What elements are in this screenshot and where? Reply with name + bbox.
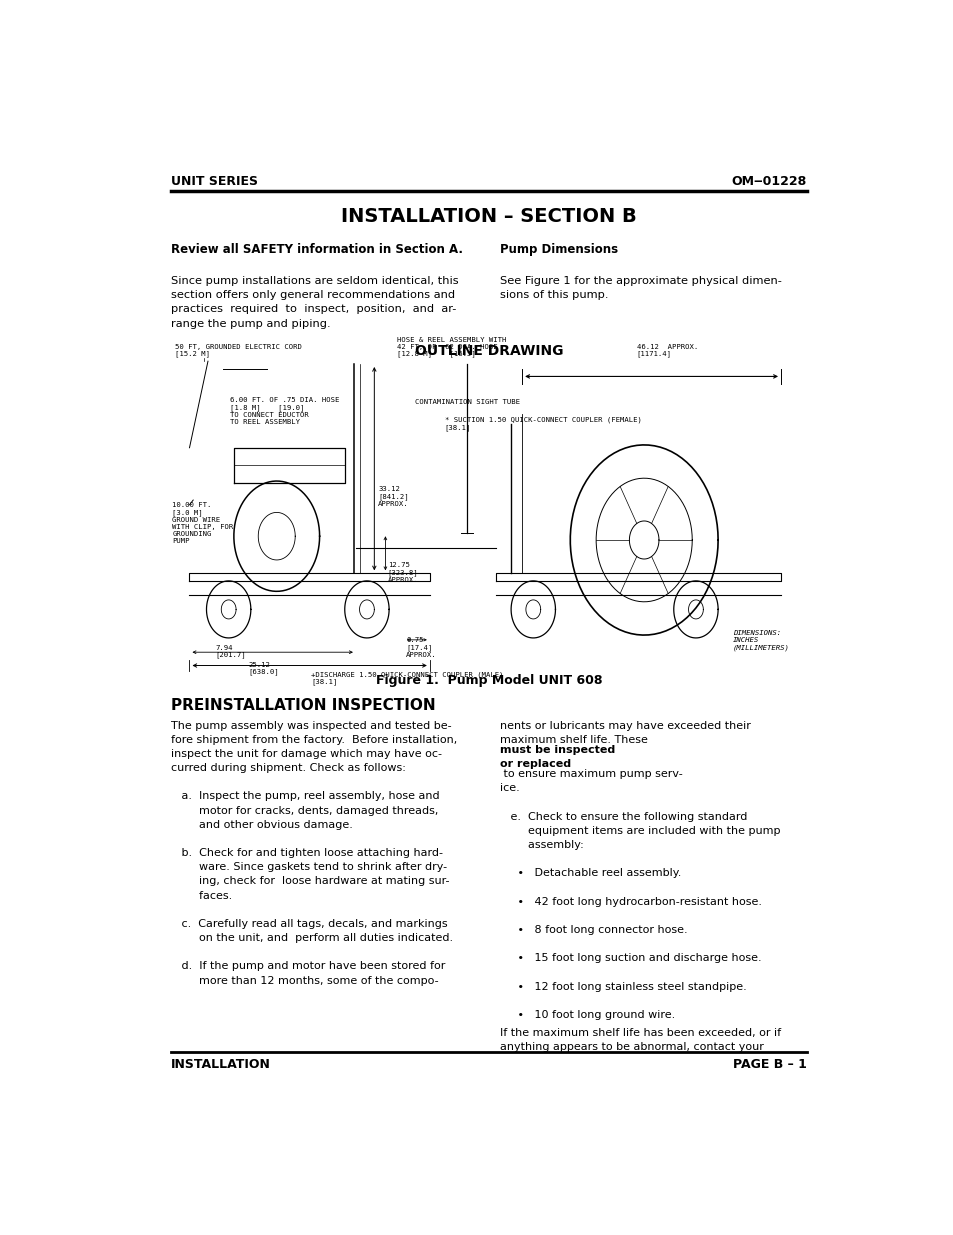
Text: Figure 1.  Pump Model UNIT 608: Figure 1. Pump Model UNIT 608 (375, 674, 601, 687)
Text: HOSE & REEL ASSEMBLY WITH
42 FT, OF .62 DIA. HOSE
[12.8 M]    [16.5]: HOSE & REEL ASSEMBLY WITH 42 FT, OF .62 … (396, 337, 505, 357)
Text: 46.12  APPROX.
[1171.4]: 46.12 APPROX. [1171.4] (637, 343, 698, 357)
Text: 0.75
[17.4]
APPROX.: 0.75 [17.4] APPROX. (406, 637, 436, 658)
Text: See Figure 1 for the approximate physical dimen-
sions of this pump.: See Figure 1 for the approximate physica… (499, 275, 781, 300)
Text: OM‒01228: OM‒01228 (731, 175, 806, 188)
Text: 50 FT, GROUNDED ELECTRIC CORD
[15.2 M]: 50 FT, GROUNDED ELECTRIC CORD [15.2 M] (174, 343, 301, 357)
Text: If the maximum shelf life has been exceeded, or if
anything appears to be abnorm: If the maximum shelf life has been excee… (499, 1028, 781, 1052)
Text: UNIT SERIES: UNIT SERIES (171, 175, 257, 188)
Text: 25.12
[638.0]: 25.12 [638.0] (249, 662, 279, 676)
Text: Pump Dimensions: Pump Dimensions (499, 243, 618, 257)
Text: Since pump installations are seldom identical, this
section offers only general : Since pump installations are seldom iden… (171, 275, 458, 329)
Text: DIMENSIONS:
INCHES
(MILLIMETERS): DIMENSIONS: INCHES (MILLIMETERS) (732, 630, 789, 651)
Text: to ensure maximum pump serv-
ice.

   e.  Check to ensure the following standard: to ensure maximum pump serv- ice. e. Che… (499, 769, 780, 1020)
Text: 33.12
[841.2]
APPROX.: 33.12 [841.2] APPROX. (377, 485, 408, 506)
Text: nents or lubricants may have exceeded their
maximum shelf life. These: nents or lubricants may have exceeded th… (499, 721, 750, 745)
Text: PREINSTALLATION INSPECTION: PREINSTALLATION INSPECTION (171, 698, 436, 713)
Text: Review all SAFETY information in Section A.: Review all SAFETY information in Section… (171, 243, 462, 257)
Text: 12.75
[323.8]
APPROX.: 12.75 [323.8] APPROX. (387, 562, 417, 583)
Text: 6.00 FT. OF .75 DIA. HOSE
[1.8 M]    [19.0]
TO CONNECT EDUCTOR
TO REEL ASSEMBLY: 6.00 FT. OF .75 DIA. HOSE [1.8 M] [19.0]… (230, 398, 339, 425)
Text: 10.00 FT.
[3.0 M]
GROUND WIRE
WITH CLIP, FOR
GROUNDING
PUMP: 10.00 FT. [3.0 M] GROUND WIRE WITH CLIP,… (172, 501, 233, 543)
Text: 7.94
[201.7]: 7.94 [201.7] (215, 645, 246, 658)
Text: CONTAMINATION SIGHT TUBE: CONTAMINATION SIGHT TUBE (415, 399, 519, 405)
Text: * SUCTION 1.50 QUICK-CONNECT COUPLER (FEMALE)
[38.1]: * SUCTION 1.50 QUICK-CONNECT COUPLER (FE… (444, 416, 640, 431)
Text: OUTLINE DRAWING: OUTLINE DRAWING (415, 343, 562, 358)
Text: The pump assembly was inspected and tested be-
fore shipment from the factory.  : The pump assembly was inspected and test… (171, 721, 456, 986)
Text: PAGE B – 1: PAGE B – 1 (732, 1058, 806, 1072)
Text: must be inspected
or replaced: must be inspected or replaced (499, 745, 615, 769)
Text: INSTALLATION: INSTALLATION (171, 1058, 271, 1072)
Text: +DISCHARGE 1.50 QUICK-CONNECT COUPLER (MALE)
[38.1]: +DISCHARGE 1.50 QUICK-CONNECT COUPLER (M… (311, 672, 503, 685)
Text: INSTALLATION – SECTION B: INSTALLATION – SECTION B (340, 207, 637, 226)
